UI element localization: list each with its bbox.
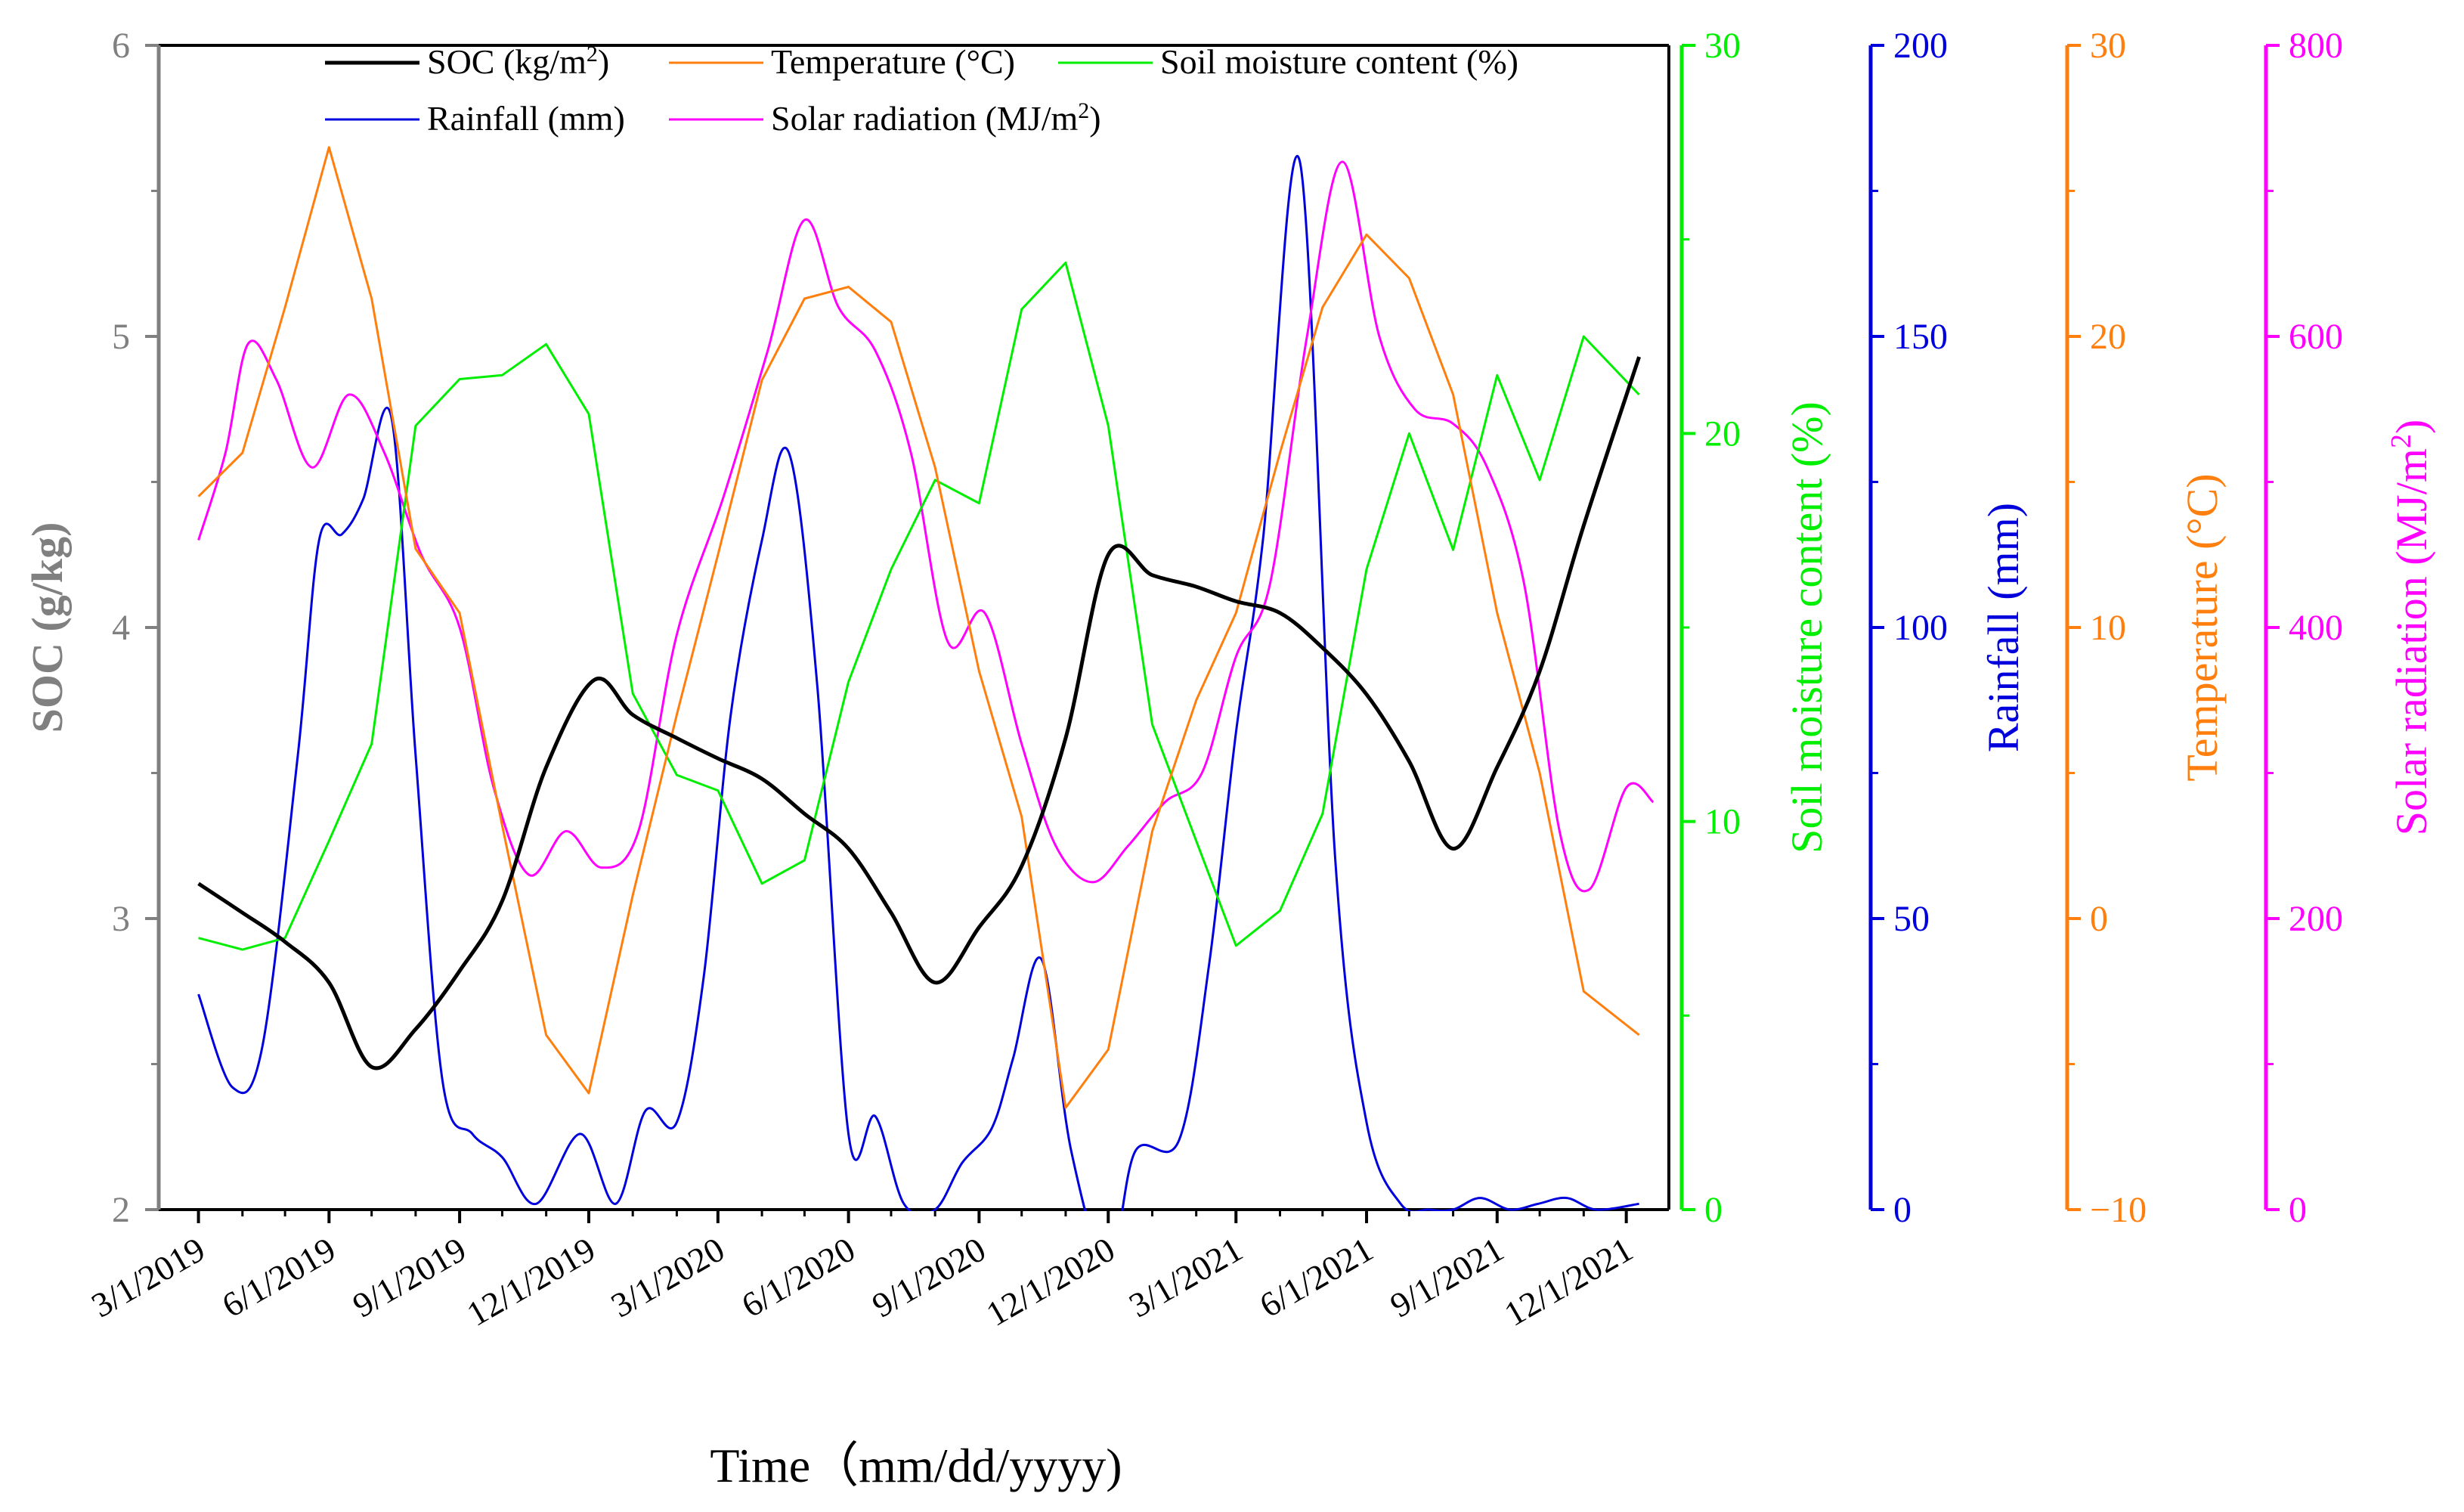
moist-tick-label-0: 0 bbox=[1704, 1190, 1723, 1230]
legend: SOC (kg/m2) Temperature (°C) Soil moisture… bbox=[325, 42, 1518, 138]
x-axis-title: Time（mm/dd/yyyy) bbox=[710, 1439, 1122, 1492]
temp-tick-label-3: 20 bbox=[2090, 317, 2126, 357]
soc-tick-label-3: 5 bbox=[112, 317, 130, 357]
temp-tick-label-1: 0 bbox=[2090, 899, 2108, 939]
solar-axis-title: Solar radiation (MJ/m2) bbox=[2385, 420, 2436, 836]
x-tick-label-7: 12/1/2020 bbox=[980, 1229, 1121, 1333]
soc-tick-label-1: 3 bbox=[112, 899, 130, 939]
soc-tick-label-0: 2 bbox=[112, 1190, 130, 1230]
rain-tick-label-0: 0 bbox=[1893, 1190, 1911, 1230]
x-tick-label-2: 9/1/2019 bbox=[346, 1229, 472, 1325]
x-tick-label-9: 6/1/2021 bbox=[1253, 1229, 1379, 1325]
temperature-axis-title: Temperature (°C) bbox=[2178, 473, 2227, 781]
legend-label-0: SOC (kg/m2) bbox=[427, 42, 609, 82]
temp-tick-label-4: 30 bbox=[2090, 26, 2126, 66]
solar-tick-label-1: 200 bbox=[2289, 899, 2343, 939]
x-tick-label-0: 3/1/2019 bbox=[85, 1229, 211, 1325]
series-line-temperature bbox=[197, 146, 1640, 1109]
series-line-soc bbox=[197, 356, 1641, 1070]
x-tick-label-3: 12/1/2019 bbox=[460, 1229, 602, 1333]
moist-tick-label-2: 20 bbox=[1704, 414, 1741, 454]
x-tick-label-11: 12/1/2021 bbox=[1498, 1229, 1639, 1333]
soc-axis-title: SOC (g/kg) bbox=[23, 522, 72, 733]
rain-tick-label-2: 100 bbox=[1893, 608, 1948, 648]
series bbox=[197, 146, 1655, 1211]
temp-tick-label-2: 10 bbox=[2090, 608, 2126, 648]
x-tick-label-4: 3/1/2020 bbox=[605, 1229, 731, 1325]
soc-tick-label-2: 4 bbox=[112, 608, 130, 648]
x-tick-label-10: 9/1/2021 bbox=[1384, 1229, 1510, 1325]
x-tick-label-5: 6/1/2020 bbox=[735, 1229, 861, 1325]
rainfall-axis-title: Rainfall (mm) bbox=[1979, 503, 2028, 752]
legend-label-1: Temperature (°C) bbox=[771, 42, 1015, 81]
legend-label-3: Rainfall (mm) bbox=[427, 99, 625, 138]
series-line-rainfall bbox=[197, 154, 1639, 1211]
moist-tick-label-3: 30 bbox=[1704, 26, 1741, 66]
x-tick-label-6: 9/1/2020 bbox=[865, 1229, 992, 1325]
solar-tick-label-0: 0 bbox=[2289, 1190, 2307, 1230]
moist-tick-label-1: 10 bbox=[1704, 802, 1741, 842]
legend-label-2: Soil moisture content (%) bbox=[1160, 42, 1518, 81]
series-line-soil-moisture-content bbox=[198, 262, 1640, 951]
solar-tick-label-2: 400 bbox=[2289, 608, 2343, 648]
x-tick-label-8: 3/1/2021 bbox=[1122, 1229, 1249, 1325]
solar-tick-label-3: 600 bbox=[2289, 317, 2343, 357]
solar-tick-label-4: 800 bbox=[2289, 26, 2343, 66]
moisture-axis-title: Soil moisture content (%) bbox=[1782, 401, 1831, 854]
temp-tick-label-0: −10 bbox=[2090, 1190, 2147, 1230]
soc-tick-label-4: 6 bbox=[112, 26, 130, 66]
rain-tick-label-4: 200 bbox=[1893, 26, 1948, 66]
legend-label-4: Solar radiation (MJ/m2) bbox=[771, 98, 1101, 138]
plot-frame bbox=[159, 44, 1670, 1211]
rain-tick-label-1: 50 bbox=[1893, 899, 1930, 939]
x-tick-label-1: 6/1/2019 bbox=[215, 1229, 342, 1325]
rain-tick-label-3: 150 bbox=[1893, 317, 1948, 357]
